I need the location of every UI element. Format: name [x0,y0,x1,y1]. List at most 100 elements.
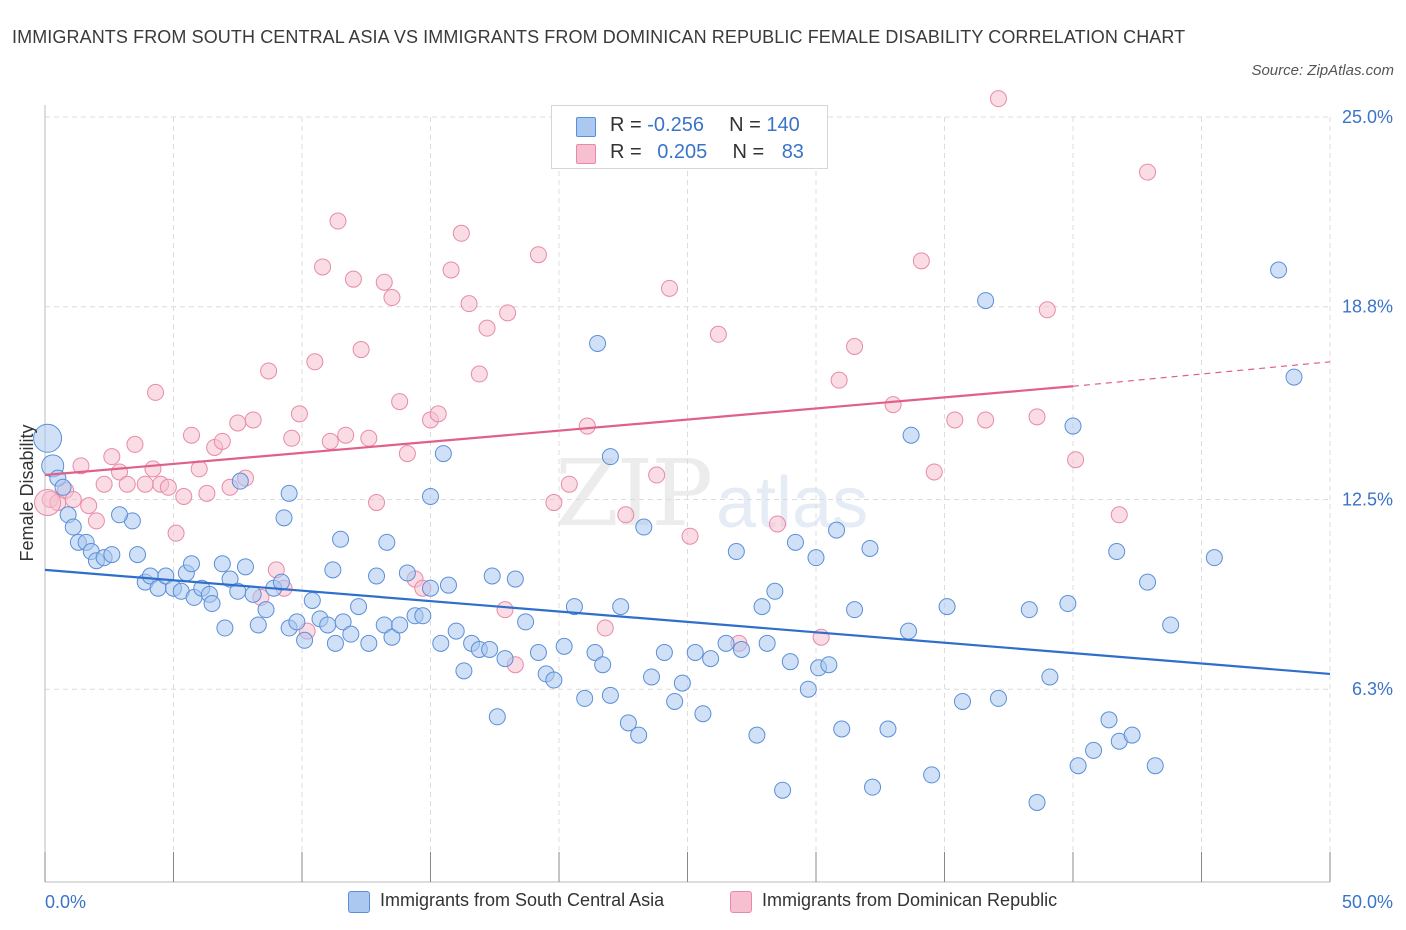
legend-n-label: N = [732,141,770,163]
data-point-south-central-asia [1270,261,1288,279]
bottom-legend-label: Immigrants from Dominican Republic [762,890,1058,910]
data-point-south-central-asia [601,686,619,704]
data-point-dominican-republic [460,295,478,313]
data-point-south-central-asia [1069,757,1087,775]
data-point-dominican-republic [496,601,514,619]
data-point-dominican-republic [118,475,136,493]
data-point-dominican-republic [478,319,496,337]
series-south-central-asia [33,261,1303,811]
data-point-south-central-asia [1285,368,1303,386]
data-point-south-central-asia [1205,549,1223,567]
data-point-south-central-asia [360,634,378,652]
data-point-dominican-republic [617,506,635,524]
data-point-south-central-asia [1059,595,1077,613]
legend-swatch-blue [576,117,596,137]
data-point-south-central-asia [488,708,506,726]
data-point-dominican-republic [80,497,98,515]
data-point-south-central-asia [324,561,342,579]
data-point-south-central-asia [332,530,350,548]
data-point-south-central-asia [666,692,684,710]
data-point-dominican-republic [95,475,113,493]
data-point-south-central-asia [422,487,439,505]
data-point-dominican-republic [198,484,216,502]
data-point-dominican-republic [283,429,301,447]
data-point-south-central-asia [846,601,864,619]
data-point-south-central-asia [414,607,432,625]
data-point-dominican-republic [925,463,943,481]
data-point-south-central-asia [545,671,563,689]
data-point-dominican-republic [126,435,144,453]
data-point-south-central-asia [182,555,200,573]
data-point-south-central-asia [378,533,396,551]
x-tick-label: 0.0% [45,892,86,912]
data-point-south-central-asia [483,567,501,585]
data-point-south-central-asia [828,521,846,539]
data-point-dominican-republic [709,325,727,343]
data-point-south-central-asia [612,598,630,616]
data-point-south-central-asia [288,613,306,631]
data-point-south-central-asia [781,653,799,671]
data-point-dominican-republic [321,432,339,450]
data-point-south-central-asia [383,628,401,646]
series-dominican-republic [34,90,1157,674]
data-point-dominican-republic [352,341,370,359]
data-point-dominican-republic [768,515,786,533]
data-point-dominican-republic [529,246,547,264]
data-point-south-central-asia [589,334,607,352]
data-point-dominican-republic [337,426,355,444]
data-point-dominican-republic [391,393,409,411]
legend-n-value: 83 [781,141,804,163]
data-point-dominican-republic [182,426,200,444]
data-point-dominican-republic [661,279,679,297]
data-point-dominican-republic [1110,506,1128,524]
data-point-dominican-republic [87,512,105,530]
data-point-south-central-asia [586,644,604,661]
x-tick-label: 50.0% [1342,892,1393,912]
data-point-dominican-republic [103,448,121,466]
data-point-south-central-asia [900,622,918,640]
legend-n-value: 140 [766,114,800,136]
data-point-south-central-asia [236,558,254,576]
data-point-south-central-asia [326,634,344,652]
data-point-south-central-asia [727,543,745,561]
data-point-south-central-asia [786,533,804,551]
data-point-south-central-asia [630,726,648,744]
data-point-dominican-republic [578,417,596,435]
data-point-south-central-asia [350,598,368,616]
data-point-dominican-republic [596,619,614,637]
data-point-dominican-republic [1139,163,1157,181]
y-axis-title: Female Disability [17,424,37,561]
legend-n-label: N = [729,114,767,136]
data-point-dominican-republic [64,491,82,508]
data-point-south-central-asia [748,726,766,744]
data-point-dominican-republic [560,475,578,493]
y-tick-label: 25.0% [1342,107,1393,127]
legend-r-label: R = [610,114,648,136]
data-point-south-central-asia [601,448,619,466]
data-point-south-central-asia [481,640,499,658]
data-point-dominican-republic [442,261,460,279]
trend-lines [44,361,1331,676]
data-point-south-central-asia [953,692,971,710]
data-point-south-central-asia [820,656,838,674]
data-point-dominican-republic [499,304,517,322]
data-point-south-central-asia [758,634,776,652]
data-point-south-central-asia [655,644,673,661]
data-point-south-central-asia [213,555,231,573]
data-point-south-central-asia [1028,793,1046,811]
data-point-south-central-asia [686,644,704,661]
data-point-south-central-asia [635,518,653,536]
data-point-south-central-asia [111,506,129,524]
data-point-dominican-republic [383,289,401,307]
data-point-dominican-republic [884,396,902,414]
data-point-south-central-asia [1162,616,1180,634]
data-point-south-central-asia [422,579,439,597]
legend-swatch-pink [576,144,596,164]
data-point-dominican-republic [912,252,930,270]
data-point-south-central-asia [244,585,262,603]
data-point-south-central-asia [391,616,409,634]
data-point-dominican-republic [190,460,208,478]
data-point-south-central-asia [434,445,452,463]
data-point-dominican-republic [1067,451,1085,469]
data-point-south-central-asia [54,478,72,496]
